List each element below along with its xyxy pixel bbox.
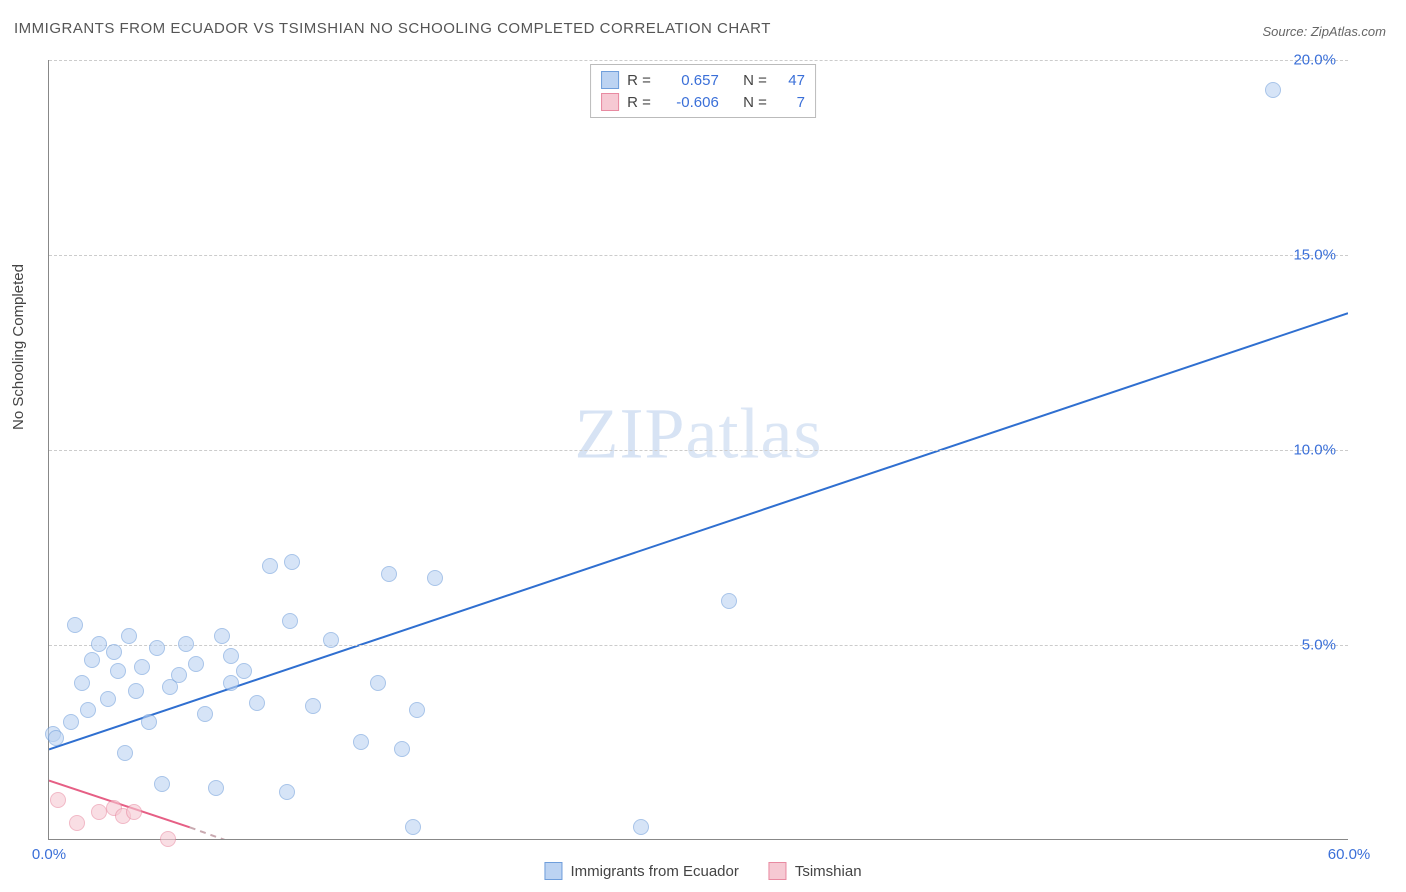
legend-swatch — [544, 862, 562, 880]
trend-line — [190, 827, 244, 839]
scatter-point — [323, 632, 339, 648]
stats-legend: R = 0.657 N = 47 R = -0.606 N = 7 — [590, 64, 816, 118]
x-tick-label: 60.0% — [1328, 846, 1371, 863]
series-legend: Immigrants from Ecuador Tsimshian — [544, 862, 861, 880]
scatter-point — [1265, 82, 1281, 98]
scatter-point — [117, 745, 133, 761]
scatter-point — [154, 776, 170, 792]
y-tick-label: 5.0% — [1302, 637, 1336, 654]
x-tick-label: 0.0% — [32, 846, 66, 863]
scatter-point — [126, 804, 142, 820]
plot-area: ZIPatlas 5.0%10.0%15.0%20.0%0.0%60.0% — [48, 60, 1348, 840]
scatter-point — [134, 659, 150, 675]
n-value: 47 — [775, 72, 805, 89]
scatter-point — [409, 702, 425, 718]
scatter-point — [633, 819, 649, 835]
scatter-point — [67, 617, 83, 633]
n-value: 7 — [775, 94, 805, 111]
n-label: N = — [743, 72, 767, 89]
scatter-point — [282, 613, 298, 629]
y-tick-label: 15.0% — [1293, 247, 1336, 264]
scatter-point — [91, 804, 107, 820]
scatter-point — [188, 656, 204, 672]
chart-title: IMMIGRANTS FROM ECUADOR VS TSIMSHIAN NO … — [14, 20, 771, 37]
r-value: -0.606 — [659, 94, 719, 111]
r-value: 0.657 — [659, 72, 719, 89]
scatter-point — [427, 570, 443, 586]
scatter-point — [214, 628, 230, 644]
scatter-point — [249, 695, 265, 711]
watermark: ZIPatlas — [575, 392, 823, 475]
scatter-point — [110, 663, 126, 679]
scatter-point — [91, 636, 107, 652]
gridline — [49, 645, 1348, 646]
scatter-point — [305, 698, 321, 714]
legend-label: Tsimshian — [795, 863, 862, 880]
scatter-point — [353, 734, 369, 750]
scatter-point — [100, 691, 116, 707]
stats-legend-row: R = -0.606 N = 7 — [601, 91, 805, 113]
r-label: R = — [627, 94, 651, 111]
watermark-atlas: atlas — [686, 393, 823, 473]
scatter-point — [48, 730, 64, 746]
scatter-point — [106, 644, 122, 660]
scatter-point — [262, 558, 278, 574]
scatter-point — [279, 784, 295, 800]
scatter-point — [236, 663, 252, 679]
gridline — [49, 255, 1348, 256]
gridline — [49, 60, 1348, 61]
scatter-point — [128, 683, 144, 699]
scatter-point — [141, 714, 157, 730]
scatter-point — [121, 628, 137, 644]
legend-swatch — [601, 71, 619, 89]
scatter-point — [50, 792, 66, 808]
scatter-point — [69, 815, 85, 831]
scatter-point — [74, 675, 90, 691]
y-tick-label: 20.0% — [1293, 52, 1336, 69]
r-label: R = — [627, 72, 651, 89]
scatter-point — [394, 741, 410, 757]
scatter-point — [223, 648, 239, 664]
y-tick-label: 10.0% — [1293, 442, 1336, 459]
watermark-zip: ZIP — [575, 393, 686, 473]
source-label: Source: — [1262, 24, 1310, 39]
legend-swatch — [769, 862, 787, 880]
scatter-point — [370, 675, 386, 691]
scatter-point — [160, 831, 176, 847]
scatter-point — [405, 819, 421, 835]
y-axis-label: No Schooling Completed — [10, 264, 27, 430]
legend-swatch — [601, 93, 619, 111]
stats-legend-row: R = 0.657 N = 47 — [601, 69, 805, 91]
scatter-point — [178, 636, 194, 652]
legend-item: Tsimshian — [769, 862, 862, 880]
n-label: N = — [743, 94, 767, 111]
scatter-point — [171, 667, 187, 683]
scatter-point — [84, 652, 100, 668]
scatter-point — [80, 702, 96, 718]
scatter-point — [197, 706, 213, 722]
trend-line — [49, 313, 1348, 749]
source-attribution: Source: ZipAtlas.com — [1262, 24, 1386, 39]
scatter-point — [284, 554, 300, 570]
scatter-point — [149, 640, 165, 656]
scatter-point — [721, 593, 737, 609]
legend-item: Immigrants from Ecuador — [544, 862, 738, 880]
legend-label: Immigrants from Ecuador — [570, 863, 738, 880]
gridline — [49, 450, 1348, 451]
scatter-point — [223, 675, 239, 691]
scatter-point — [63, 714, 79, 730]
source-value: ZipAtlas.com — [1311, 24, 1386, 39]
scatter-point — [208, 780, 224, 796]
chart-container: IMMIGRANTS FROM ECUADOR VS TSIMSHIAN NO … — [0, 0, 1406, 892]
scatter-point — [381, 566, 397, 582]
